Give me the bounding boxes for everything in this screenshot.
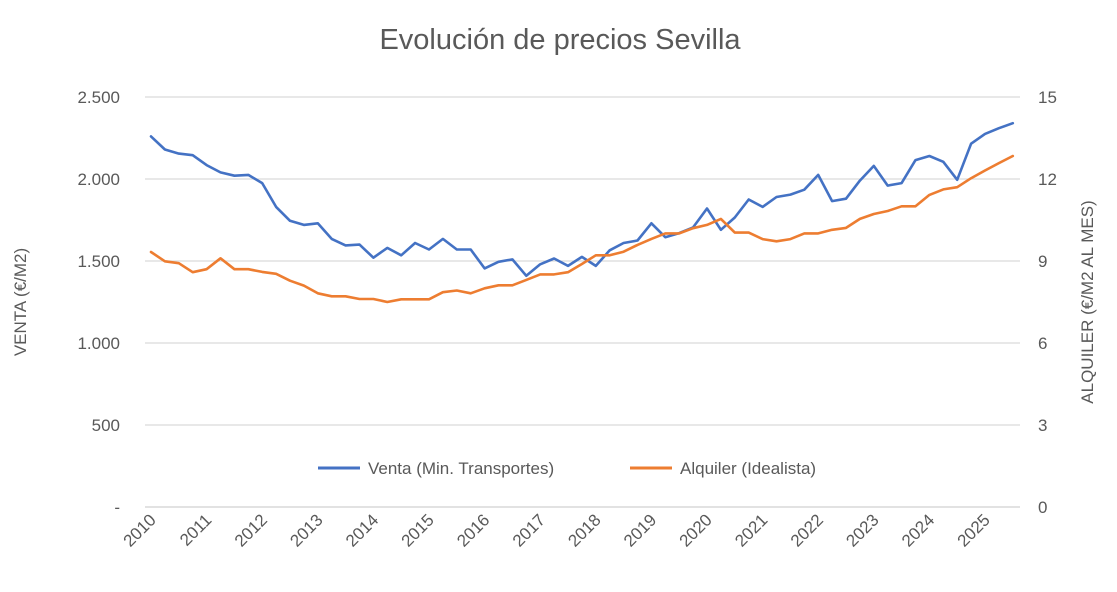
x-tick-label: 2025 [954, 510, 994, 550]
alquiler-series-line [149, 154, 1015, 304]
x-tick-label: 2023 [842, 510, 882, 550]
x-tick-label: 2024 [898, 510, 938, 550]
x-tick-label: 2010 [120, 510, 160, 550]
y-tick-label: 1.000 [77, 334, 120, 353]
series-lines [149, 121, 1015, 304]
y-tick-label: 500 [92, 416, 120, 435]
x-tick-label: 2013 [286, 510, 326, 550]
y2-tick-label: 12 [1038, 170, 1057, 189]
legend: Venta (Min. Transportes) Alquiler (Ideal… [318, 459, 816, 478]
y-axis-title: VENTA (€/M2) [11, 248, 30, 356]
x-tick-label: 2017 [509, 510, 549, 550]
left-axis-ticks: - 500 1.000 1.500 2.000 2.500 [77, 88, 120, 517]
y2-tick-label: 0 [1038, 498, 1047, 517]
x-tick-label: 2019 [620, 510, 660, 550]
x-tick-label: 2016 [453, 510, 493, 550]
x-tick-label: 2021 [731, 510, 771, 550]
x-tick-label: 2022 [787, 510, 827, 550]
legend-label-alquiler: Alquiler (Idealista) [680, 459, 816, 478]
legend-label-venta: Venta (Min. Transportes) [368, 459, 554, 478]
gridlines [145, 96, 1020, 508]
y-tick-label: 2.500 [77, 88, 120, 107]
x-axis-ticks: 2010 2011 2012 2013 2014 2015 2016 2017 2018 2019… [120, 510, 994, 550]
y2-tick-label: 6 [1038, 334, 1047, 353]
right-axis-ticks: 0 3 6 9 12 15 [1038, 88, 1057, 517]
x-tick-label: 2014 [342, 510, 382, 550]
y2-axis-title: ALQUILER (€/M2 AL MES) [1078, 200, 1097, 403]
x-tick-label: 2020 [676, 510, 716, 550]
chart-title: Evolución de precios Sevilla [379, 24, 741, 56]
y2-tick-label: 9 [1038, 252, 1047, 271]
x-tick-label: 2011 [176, 510, 215, 549]
x-tick-label: 2018 [564, 510, 604, 550]
y-tick-label: - [114, 498, 120, 517]
y2-tick-label: 15 [1038, 88, 1057, 107]
x-tick-label: 2012 [231, 510, 271, 550]
y-tick-label: 1.500 [77, 252, 120, 271]
y2-tick-label: 3 [1038, 416, 1047, 435]
y-tick-label: 2.000 [77, 170, 120, 189]
venta-series-line [149, 121, 1015, 278]
x-tick-label: 2015 [398, 510, 438, 550]
